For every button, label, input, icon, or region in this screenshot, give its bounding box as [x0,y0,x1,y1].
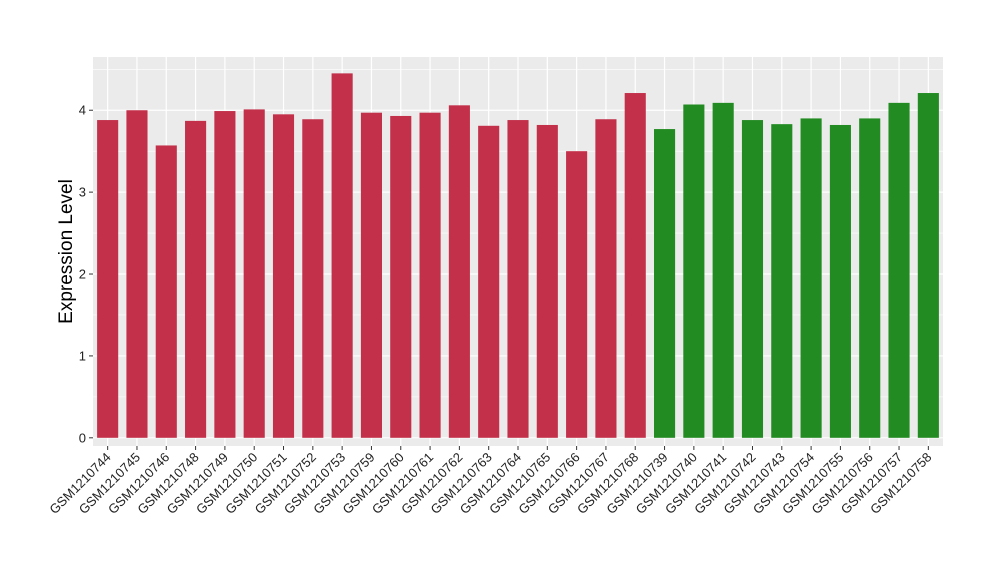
bar-GSM1210746 [155,145,177,438]
bar-GSM1210757 [888,102,910,438]
bar-GSM1210743 [771,124,793,438]
bar-GSM1210744 [97,120,119,438]
bar-GSM1210750 [243,109,265,438]
bar-GSM1210761 [419,112,441,438]
bar-GSM1210741 [712,102,734,438]
y-tick-label: 2 [79,267,86,282]
bar-GSM1210749 [214,111,236,438]
bar-GSM1210766 [566,151,588,438]
y-tick-label: 4 [79,103,86,118]
bar-GSM1210756 [859,118,881,438]
bar-GSM1210752 [302,119,324,438]
y-tick-label: 0 [79,430,86,445]
x-axis: GSM1210744GSM1210745GSM1210746GSM1210748… [46,446,934,517]
bar-GSM1210765 [536,124,558,438]
bar-GSM1210767 [595,119,617,438]
bar-GSM1210758 [917,93,939,438]
bar-GSM1210753 [331,73,353,438]
bar-GSM1210755 [829,124,851,438]
bar-GSM1210751 [272,114,295,438]
bar-GSM1210748 [185,120,207,438]
y-axis-label: Expression Level [56,179,77,324]
bar-GSM1210754 [800,118,822,438]
bar-GSM1210742 [741,120,764,438]
bar-GSM1210760 [390,115,412,438]
bar-GSM1210768 [624,93,646,438]
bars [97,73,939,438]
bar-GSM1210745 [126,110,148,438]
bar-GSM1210740 [683,104,705,438]
bar-GSM1210762 [448,105,470,438]
y-tick-label: 3 [79,185,86,200]
y-tick-label: 1 [79,348,86,363]
y-axis: 0 1 2 3 4 [79,103,93,445]
bar-GSM1210739 [654,129,676,438]
bar-GSM1210759 [360,112,382,438]
bar-GSM1210764 [507,120,529,438]
bar-GSM1210763 [478,125,500,438]
